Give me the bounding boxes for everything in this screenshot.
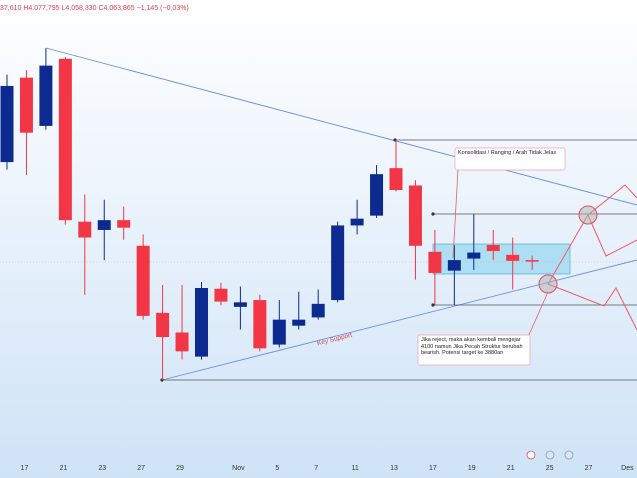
candle-body [272, 319, 286, 345]
projection-path [547, 184, 637, 285]
projections [417, 147, 637, 366]
x-tick-label: 29 [176, 465, 184, 472]
candle-body [447, 260, 461, 271]
candle-body [233, 302, 247, 307]
candle-body [117, 220, 131, 228]
candle-body [97, 220, 111, 230]
x-tick-label: 7 [314, 465, 318, 472]
level-dot [431, 212, 435, 216]
x-tick-label: 27 [585, 465, 593, 472]
icon [526, 450, 536, 460]
connector [527, 291, 549, 338]
note-text: Jika reject, maka akan kembali mengejar … [421, 337, 523, 356]
candle-body [525, 260, 539, 262]
candle-body [486, 245, 500, 252]
candle-body [19, 77, 33, 133]
x-tick-label: 17 [429, 465, 437, 472]
candle-body [214, 288, 228, 302]
candle-body [58, 58, 72, 221]
icon [564, 450, 574, 460]
x-axis: 17 21 23 27 29 Nov 5 7 11 13 17 19 21 25 27 Des [21, 465, 635, 472]
x-tick-label: 23 [98, 465, 106, 472]
candle-body [175, 332, 189, 352]
candle-body [370, 174, 384, 216]
candle-body [136, 245, 150, 316]
note-text: Konsolidasi / Ranging / Arah Tidak Jelas [458, 150, 557, 156]
candle-body [506, 254, 520, 261]
candles [0, 48, 539, 380]
candle-body [156, 312, 170, 338]
candle-body [428, 251, 442, 273]
ohlc-header: 37,610 H4.077,795 L4.058,330 C4.063,865 … [0, 5, 189, 12]
x-tick-label: 21 [59, 465, 67, 472]
note: Jika reject, maka akan kembali mengejar … [421, 337, 523, 356]
pivot-circle [538, 274, 558, 294]
level-dot [160, 378, 164, 382]
candle-body [0, 85, 14, 163]
trend-line [45, 47, 637, 206]
x-tick-label: 13 [390, 465, 398, 472]
pivot-circle [578, 205, 598, 225]
projection-path [547, 283, 637, 331]
x-tick-label: Nov [232, 465, 245, 472]
candle-body [78, 221, 92, 238]
candle-body [331, 225, 345, 301]
note-box [454, 147, 566, 171]
candle-body [350, 218, 364, 226]
candle-body [292, 319, 306, 326]
level-dot [431, 303, 435, 307]
candle-body [195, 288, 208, 357]
note: Konsolidasi / Ranging / Arah Tidak Jelas [458, 150, 557, 156]
x-tick-label: 27 [137, 465, 145, 472]
x-tick-label: 5 [275, 465, 279, 472]
candle-body [253, 300, 267, 349]
trend-line [161, 259, 637, 381]
candle-body [389, 168, 403, 190]
x-tick-label: 25 [546, 465, 554, 472]
projection-path [587, 214, 637, 257]
x-tick-label: 11 [351, 465, 358, 472]
candle-body [39, 65, 53, 126]
candle-body [408, 185, 422, 246]
icon [545, 450, 555, 460]
x-tick-label: Des [621, 465, 634, 472]
x-tick-label: 19 [468, 465, 476, 472]
x-tick-label: 17 [21, 465, 29, 472]
note-box [417, 334, 531, 366]
candle-body [311, 303, 325, 318]
connector [452, 169, 459, 259]
toolbar-icons [526, 450, 574, 460]
x-tick-label: 21 [507, 465, 515, 472]
candle-body [467, 252, 481, 259]
